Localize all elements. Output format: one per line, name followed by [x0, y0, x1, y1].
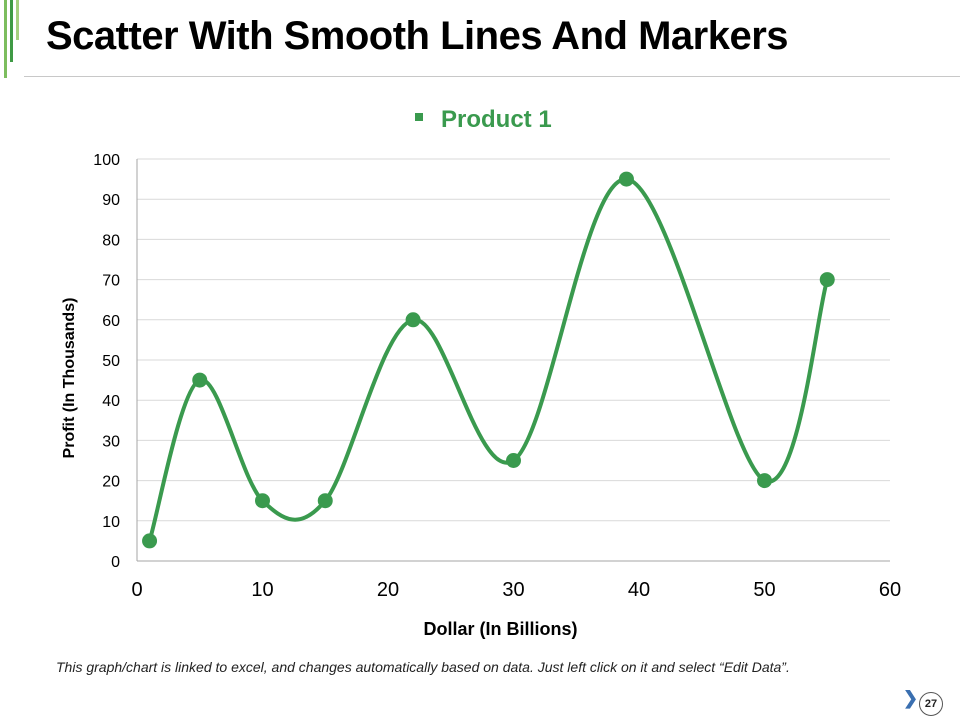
x-tick-label: 40 [628, 579, 650, 601]
data-point [255, 493, 270, 509]
data-point [405, 312, 421, 328]
data-point [506, 453, 521, 468]
data-point [618, 171, 634, 187]
x-tick-label: 10 [251, 579, 273, 601]
slide-title: Scatter With Smooth Lines And Markers [46, 14, 789, 58]
y-tick-label: 30 [102, 433, 120, 450]
x-tick-label: 0 [131, 579, 142, 601]
x-tick-label: 60 [879, 579, 901, 601]
legend-label: Product 1 [441, 106, 552, 133]
y-tick-label: 50 [102, 353, 120, 370]
x-tick-label: 30 [502, 579, 524, 601]
series-line [147, 177, 830, 543]
y-tick-label: 90 [102, 192, 120, 209]
y-tick-label: 60 [102, 313, 120, 330]
y-tick-label: 80 [102, 232, 120, 249]
accent-bar [4, 0, 7, 78]
chevron-right-icon[interactable]: ❯ [903, 688, 919, 708]
y-tick-label: 0 [111, 554, 120, 571]
page-number: 27 [919, 692, 943, 716]
y-tick-label: 70 [102, 273, 120, 290]
data-point [142, 533, 158, 549]
data-point [819, 272, 835, 288]
y-tick-label: 100 [93, 152, 120, 169]
y-tick-label: 20 [102, 474, 120, 491]
data-point [192, 372, 208, 388]
y-tick-label: 10 [102, 514, 120, 531]
x-tick-label: 20 [377, 579, 399, 601]
x-axis-title: Dollar (In Billions) [423, 619, 577, 639]
y-tick-label: 40 [102, 393, 120, 410]
legend-marker [415, 113, 423, 121]
footnote: This graph/chart is linked to excel, and… [56, 659, 790, 675]
y-axis-title: Profit (In Thousands) [61, 298, 78, 459]
x-tick-label: 50 [753, 579, 775, 601]
data-point [757, 473, 772, 489]
accent-bar [10, 0, 13, 62]
title-divider [24, 76, 960, 77]
accent-bar [16, 0, 19, 40]
data-point [317, 493, 333, 509]
